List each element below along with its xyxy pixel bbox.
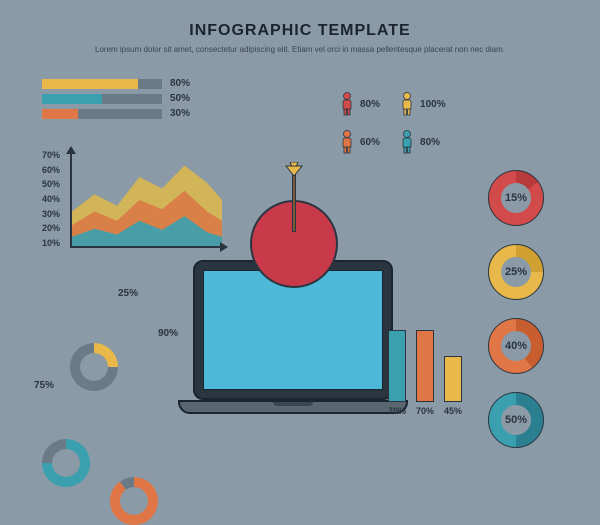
donut-small <box>42 439 90 487</box>
hbar-row: 50% <box>42 93 202 104</box>
page-subtitle: Lorem ipsum dolor sit amet, consectetur … <box>0 40 600 59</box>
axis-arrow-up-icon <box>66 146 76 154</box>
column-bar <box>444 356 462 402</box>
column-bar <box>388 330 406 402</box>
hbar-fill <box>42 109 78 119</box>
donut-hole <box>80 353 108 381</box>
hbar-track <box>42 79 162 89</box>
hbar-fill <box>42 94 102 104</box>
donut-right: 40% <box>488 318 544 374</box>
donut-small <box>110 477 158 525</box>
person-stat: 80% <box>400 130 440 154</box>
page-title: INFOGRAPHIC TEMPLATE <box>0 0 600 40</box>
ytick-label: 50% <box>42 179 60 189</box>
hbar-row: 30% <box>42 108 202 119</box>
hbar-row: 80% <box>42 78 202 89</box>
laptop-display <box>203 270 383 390</box>
person-icon <box>340 130 354 154</box>
area-chart: 70% 60% 50% 40% 30% 20% 10% <box>42 150 222 260</box>
ytick-label: 10% <box>42 238 60 248</box>
target-icon <box>250 200 338 288</box>
right-donut-stack: 15% 25% 40% 50% <box>488 170 544 466</box>
ytick-label: 30% <box>42 209 60 219</box>
person-label: 80% <box>420 137 440 148</box>
area-plot <box>70 154 222 248</box>
arrow-fletch-icon <box>284 162 304 183</box>
ytick-label: 20% <box>42 223 60 233</box>
hbar-track <box>42 94 162 104</box>
column-bar <box>416 330 434 402</box>
ytick-label: 60% <box>42 165 60 175</box>
hbar-track <box>42 109 162 119</box>
hbar-label: 50% <box>170 93 190 104</box>
donut-label: 75% <box>34 380 54 391</box>
person-label: 60% <box>360 137 380 148</box>
hbar-label: 80% <box>170 78 190 89</box>
people-block: 80% 100% 60% 80% <box>340 92 500 160</box>
person-label: 100% <box>420 99 446 110</box>
column-label: 70% <box>416 406 434 416</box>
ytick-label: 70% <box>42 150 60 160</box>
person-stat: 100% <box>400 92 446 116</box>
person-icon <box>400 92 414 116</box>
hbar-label: 30% <box>170 108 190 119</box>
donut-right: 15% <box>488 170 544 226</box>
person-icon <box>400 130 414 154</box>
donut-center: 15% <box>501 183 531 213</box>
column: 70% <box>416 330 434 416</box>
axis-arrow-right-icon <box>220 242 228 252</box>
donut-right: 50% <box>488 392 544 448</box>
donut-hole <box>52 449 80 477</box>
person-stat: 60% <box>340 130 380 154</box>
laptop-base <box>178 400 408 414</box>
column-label: 70% <box>388 406 406 416</box>
donut-label: 25% <box>118 288 138 299</box>
donut-small <box>70 343 118 391</box>
hbar-chart: 80% 50% 30% <box>42 78 202 123</box>
column-label: 45% <box>444 406 462 416</box>
donut-label: 90% <box>158 328 178 339</box>
column: 45% <box>444 356 462 416</box>
donut-center: 50% <box>501 405 531 435</box>
donut-right: 25% <box>488 244 544 300</box>
column: 70% <box>388 330 406 416</box>
column-chart: 70% 70% 45% <box>388 330 462 416</box>
donut-center: 40% <box>501 331 531 361</box>
person-label: 80% <box>360 99 380 110</box>
hbar-fill <box>42 79 138 89</box>
person-stat: 80% <box>340 92 380 116</box>
donut-center: 25% <box>501 257 531 287</box>
donut-hole <box>120 487 148 515</box>
ytick-label: 40% <box>42 194 60 204</box>
person-icon <box>340 92 354 116</box>
